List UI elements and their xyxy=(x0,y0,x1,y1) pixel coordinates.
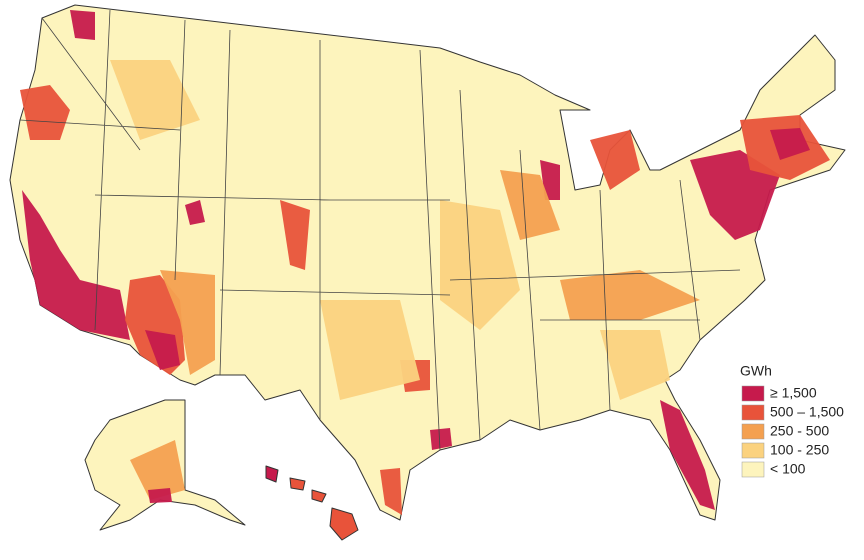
legend-swatch xyxy=(741,385,765,402)
legend-swatch xyxy=(741,423,765,440)
region xyxy=(145,330,180,370)
region xyxy=(20,85,70,140)
region xyxy=(130,440,185,500)
legend-swatch xyxy=(741,461,765,478)
region xyxy=(22,190,130,340)
legend-swatch xyxy=(741,404,765,421)
legend-label: 500 – 1,500 xyxy=(770,404,844,420)
region xyxy=(690,150,780,240)
map-regions xyxy=(9,4,846,541)
hawaii-island xyxy=(265,465,279,483)
region xyxy=(430,428,452,450)
legend-label: 250 - 500 xyxy=(770,423,829,439)
region xyxy=(185,200,205,225)
region xyxy=(70,10,95,40)
region xyxy=(770,128,810,160)
legend-title: GWh xyxy=(740,363,772,379)
hawaii-island xyxy=(289,477,306,491)
legend: GWh ≥ 1,500 500 – 1,500 250 - 500 100 - 250… xyxy=(740,363,844,478)
legend-swatch xyxy=(741,442,765,459)
region xyxy=(160,270,215,375)
region xyxy=(590,130,640,190)
region xyxy=(560,270,700,320)
region xyxy=(660,400,715,510)
region xyxy=(380,468,402,515)
state-borders xyxy=(19,9,741,451)
region xyxy=(440,200,520,330)
region xyxy=(600,330,670,400)
region xyxy=(320,300,420,400)
region xyxy=(110,60,200,140)
region xyxy=(500,170,560,240)
hawaii-island xyxy=(311,489,327,503)
region xyxy=(280,200,310,270)
hawaii-island xyxy=(329,507,359,541)
legend-label: 100 - 250 xyxy=(770,442,829,458)
region xyxy=(148,488,172,503)
legend-label: ≥ 1,500 xyxy=(770,385,817,401)
legend-label: < 100 xyxy=(770,461,806,477)
